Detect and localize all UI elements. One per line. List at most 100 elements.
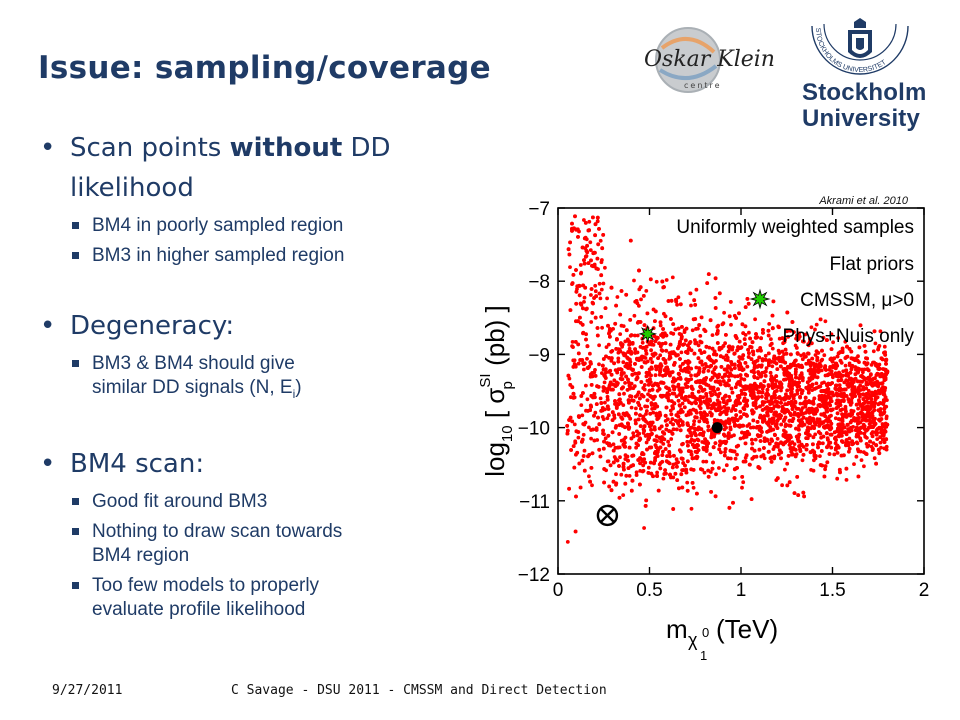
scatter-point	[574, 289, 579, 294]
scatter-point	[632, 333, 637, 338]
scatter-point	[626, 380, 631, 385]
scatter-point	[732, 362, 737, 367]
scatter-point	[775, 418, 780, 423]
scatter-point	[782, 340, 787, 344]
scatter-point	[589, 293, 593, 297]
scatter-point	[576, 235, 580, 239]
scatter-point	[716, 387, 720, 392]
scatter-point	[572, 465, 577, 470]
scatter-point	[580, 322, 585, 327]
scatter-point	[789, 393, 794, 398]
scatter-point	[878, 440, 883, 445]
scatter-point	[739, 376, 744, 381]
scatter-point	[615, 402, 620, 406]
scatter-point	[566, 247, 571, 252]
scatter-point	[783, 377, 788, 382]
scatter-point	[754, 398, 758, 403]
scatter-point	[712, 349, 717, 354]
scatter-point	[617, 432, 622, 436]
scatter-point	[583, 254, 588, 259]
scatter-point	[588, 351, 592, 356]
scatter-point	[787, 419, 792, 423]
scatter-point	[705, 281, 710, 285]
scatter-point	[820, 348, 824, 353]
scatter-point	[582, 236, 587, 241]
scatter-point	[817, 403, 822, 407]
scatter-point	[628, 318, 633, 322]
scatter-point	[772, 384, 776, 389]
scatter-point	[742, 377, 747, 382]
scatter-point	[809, 341, 814, 346]
scatter-point	[609, 356, 614, 361]
scatter-point	[843, 363, 848, 368]
scatter-point	[862, 344, 867, 348]
scatter-point	[633, 421, 638, 426]
scatter-point	[749, 497, 754, 501]
scatter-point	[699, 427, 704, 431]
scatter-point	[608, 368, 613, 373]
scatter-point	[633, 351, 638, 355]
scatter-point	[588, 403, 593, 408]
scatter-point	[613, 321, 618, 326]
scatter-point	[591, 301, 595, 306]
scatter-point	[667, 443, 672, 448]
scatter-point	[700, 363, 705, 367]
scatter-point	[747, 351, 751, 355]
scatter-point	[705, 397, 709, 402]
scatter-point	[680, 395, 684, 400]
scatter-point	[845, 423, 850, 427]
scatter-point	[576, 351, 581, 356]
scatter-point	[766, 384, 771, 389]
scatter-point	[705, 420, 710, 425]
scatter-point	[615, 458, 620, 463]
scatter-point	[701, 433, 705, 438]
scatter-point	[715, 375, 720, 380]
scatter-point	[615, 337, 619, 342]
scatter-point	[664, 348, 669, 353]
scatter-point	[674, 418, 678, 423]
scatter-point	[667, 429, 672, 433]
scatter-point	[591, 215, 595, 220]
scatter-point	[795, 475, 800, 479]
scatter-point	[696, 343, 701, 348]
scatter-point	[695, 437, 700, 442]
sub-bullet-text: BM4 in poorly sampled region	[92, 215, 344, 236]
scatter-point	[839, 394, 844, 398]
scatter-point	[649, 339, 654, 344]
scatter-point	[605, 397, 610, 402]
scatter-point	[829, 445, 834, 450]
scatter-point	[676, 382, 681, 387]
scatter-point	[583, 221, 588, 225]
scatter-point	[742, 337, 747, 341]
scatter-point	[627, 342, 632, 347]
scatter-point	[616, 356, 621, 361]
scatter-point	[653, 373, 658, 378]
scatter-point	[751, 403, 756, 407]
scatter-point	[854, 434, 859, 439]
scatter-point	[693, 408, 698, 413]
scatter-point	[835, 363, 840, 368]
scatter-point	[688, 291, 693, 296]
scatter-point	[637, 371, 641, 376]
scatter-point	[762, 456, 767, 461]
scatter-point	[713, 494, 718, 499]
scatter-point	[650, 342, 654, 347]
scatter-point	[727, 505, 732, 510]
scatter-point	[678, 302, 683, 307]
scatter-point	[833, 416, 838, 421]
scatter-point	[608, 463, 613, 468]
scatter-point	[631, 398, 636, 403]
scatter-point	[871, 360, 875, 365]
scatter-point	[679, 472, 684, 477]
scatter-point	[757, 363, 761, 368]
scatter-point	[579, 394, 584, 398]
scatter-point	[582, 468, 587, 473]
scatter-point	[596, 415, 600, 420]
slide-title: Issue: sampling/coverage	[38, 50, 491, 86]
scatter-point	[846, 384, 851, 389]
scatter-point	[582, 448, 587, 453]
scatter-point	[866, 404, 871, 409]
scatter-point	[570, 340, 575, 344]
scatter-point	[593, 233, 597, 238]
scatter-point	[679, 336, 684, 341]
